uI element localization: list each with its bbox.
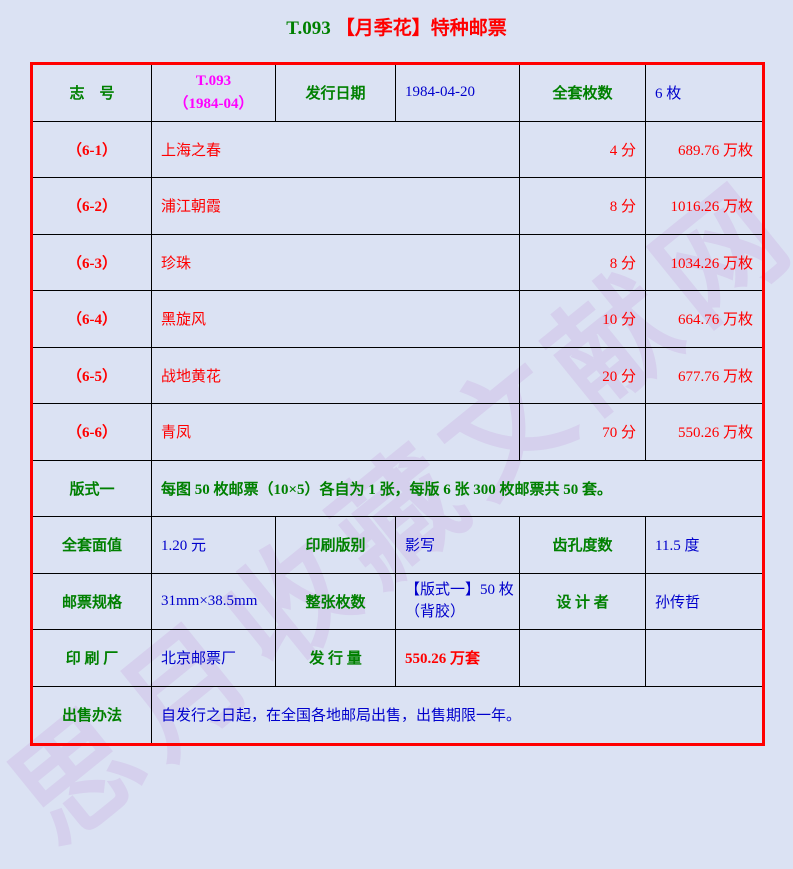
stamp-quantity: 689.76 万枚 — [646, 122, 762, 178]
stamp-name: 珍珠 — [152, 234, 520, 291]
issue-date-label: 发行日期 — [276, 65, 396, 122]
perforation: 11.5 度 — [646, 517, 762, 574]
stamp-denomination: 10 分 — [520, 291, 646, 348]
designer-label: 设 计 者 — [520, 573, 646, 630]
title-stamp-name: 【月季花】特种邮票 — [335, 18, 507, 39]
catalog-number-value: T.093 （1984-04） — [152, 65, 276, 122]
stamp-number: （6-5） — [33, 347, 152, 404]
stamp-denomination: 8 分 — [520, 178, 646, 235]
page-title: T.093 【月季花】特种邮票 — [0, 13, 793, 40]
stamp-denomination: 8 分 — [520, 234, 646, 291]
sale-method-description: 自发行之日起，在全国各地邮局出售，出售期限一年。 — [161, 708, 522, 725]
stamp-size: 31mm×38.5mm — [152, 573, 276, 630]
designer: 孙传哲 — [646, 574, 762, 630]
issue-quantity-label: 发 行 量 — [276, 630, 396, 687]
stamp-quantity: 1016.26 万枚 — [646, 178, 762, 235]
face-value: 1.20 元 — [152, 517, 276, 574]
perforation-label: 齿孔度数 — [520, 517, 646, 574]
empty-cell — [520, 630, 646, 687]
stamp-denomination: 70 分 — [520, 404, 646, 461]
sheet-count: 【版式一】50 枚 （背胶） — [396, 573, 520, 630]
print-type: 影写 — [396, 517, 520, 574]
printer-label: 印 刷 厂 — [33, 630, 152, 687]
stamp-name: 上海之春 — [152, 121, 520, 178]
sale-method-label: 出售办法 — [33, 686, 152, 743]
catalog-number-line2: （1984-04） — [173, 95, 254, 112]
stamp-quantity: 664.76 万枚 — [646, 291, 762, 348]
sheet-count-line2: （背胶） — [405, 604, 466, 621]
stamp-name: 战地黄花 — [152, 347, 520, 404]
stamp-name: 浦江朝霞 — [152, 178, 520, 235]
title-catalog-number: T.093 — [286, 18, 331, 39]
stamp-denomination: 20 分 — [520, 347, 646, 404]
catalog-number-line1: T.093 — [195, 73, 232, 90]
stamp-number: （6-3） — [33, 234, 152, 291]
stamp-name: 黑旋风 — [152, 291, 520, 348]
stamp-denomination: 4 分 — [520, 121, 646, 178]
issue-date-value: 1984-04-20 — [396, 65, 520, 122]
stamp-quantity: 1034.26 万枚 — [646, 235, 762, 291]
stamp-quantity: 677.76 万枚 — [646, 348, 762, 404]
stamp-number: （6-6） — [33, 404, 152, 461]
stamp-number: （6-2） — [33, 178, 152, 235]
stamp-number: （6-1） — [33, 121, 152, 178]
sheet-count-label: 整张枚数 — [276, 573, 396, 630]
empty-cell — [646, 630, 762, 687]
stamp-number: （6-4） — [33, 291, 152, 348]
stamp-name: 青凤 — [152, 404, 520, 461]
issue-quantity: 550.26 万套 — [396, 630, 520, 687]
set-count-value: 6 枚 — [646, 65, 762, 122]
sheet-format-description: 每图 50 枚邮票（10×5）各自为 1 张，每版 6 张 300 枚邮票共 5… — [152, 461, 762, 517]
set-count-label: 全套枚数 — [520, 65, 646, 122]
stamp-size-label: 邮票规格 — [33, 573, 152, 630]
stamp-quantity: 550.26 万枚 — [646, 404, 762, 461]
print-type-label: 印刷版别 — [276, 517, 396, 574]
face-value-label: 全套面值 — [33, 517, 152, 574]
catalog-number-label: 志 号 — [33, 65, 152, 122]
sheet-format-label: 版式一 — [33, 460, 152, 517]
printer: 北京邮票厂 — [152, 630, 276, 687]
stamp-info-table: 志 号 T.093 （1984-04） 发行日期 1984-04-20 全套枚数… — [30, 62, 765, 746]
sheet-count-line1: 【版式一】50 枚 — [405, 581, 514, 598]
